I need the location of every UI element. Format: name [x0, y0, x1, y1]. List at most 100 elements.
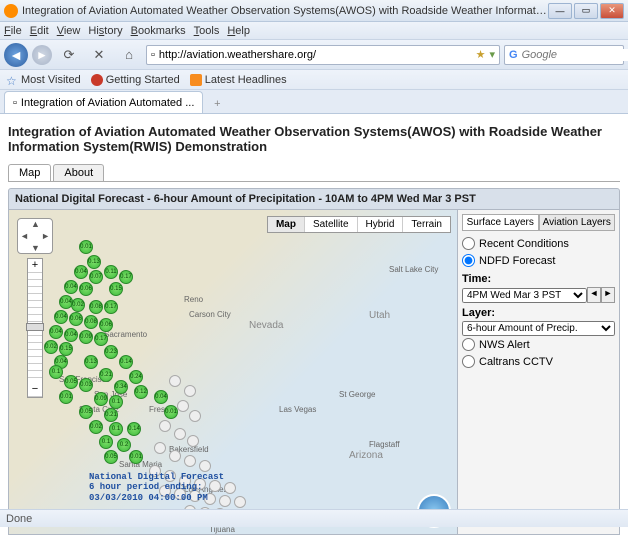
url-bar[interactable]: ▫ ★ ▾ — [146, 45, 500, 65]
precip-marker[interactable]: 0.2 — [117, 438, 131, 452]
station-marker[interactable] — [184, 385, 196, 397]
precip-marker[interactable]: 0.34 — [114, 380, 128, 394]
precip-marker[interactable]: 0.23 — [104, 345, 118, 359]
precip-marker[interactable]: 0.07 — [89, 270, 103, 284]
station-marker[interactable] — [199, 460, 211, 472]
station-marker[interactable] — [189, 410, 201, 422]
precip-marker[interactable]: 0.15 — [109, 282, 123, 296]
menu-view[interactable]: View — [57, 25, 81, 37]
pan-up-icon[interactable]: ▲ — [31, 219, 40, 229]
precip-marker[interactable]: 0.17 — [119, 270, 133, 284]
precip-marker[interactable]: 0.05 — [79, 405, 93, 419]
precip-marker[interactable]: 0.11 — [104, 265, 118, 279]
radio-ndfd[interactable]: NDFD Forecast — [462, 252, 615, 269]
menu-tools[interactable]: Tools — [194, 25, 220, 37]
radio-nws[interactable]: NWS Alert — [462, 336, 615, 353]
precip-marker[interactable]: 0.04 — [64, 280, 78, 294]
time-next-button[interactable]: ► — [601, 287, 615, 303]
pan-down-icon[interactable]: ▼ — [31, 243, 40, 253]
precip-marker[interactable]: 0.13 — [84, 355, 98, 369]
precip-marker[interactable]: 0.14 — [127, 422, 141, 436]
maximize-button[interactable]: ▭ — [574, 3, 598, 19]
map-pan-control[interactable]: ▲ ▼ ◄ ► — [17, 218, 53, 254]
precip-marker[interactable]: 0.01 — [164, 405, 178, 419]
precip-marker[interactable]: 0.01 — [79, 240, 93, 254]
station-marker[interactable] — [187, 435, 199, 447]
precip-marker[interactable]: 0.17 — [94, 332, 108, 346]
precip-marker[interactable]: 0.1 — [109, 422, 123, 436]
precip-marker[interactable]: 0.08 — [84, 315, 98, 329]
zoom-slider[interactable] — [28, 273, 42, 383]
station-marker[interactable] — [177, 400, 189, 412]
radio-recent[interactable]: Recent Conditions — [462, 235, 615, 252]
precip-marker[interactable]: 0.04 — [154, 390, 168, 404]
zoom-out-button[interactable]: − — [28, 383, 42, 397]
precip-marker[interactable]: 0.05 — [104, 450, 118, 464]
precip-marker[interactable]: 0.03 — [79, 378, 93, 392]
station-marker[interactable] — [169, 450, 181, 462]
menu-history[interactable]: History — [88, 25, 122, 37]
precip-marker[interactable]: 0.04 — [74, 265, 88, 279]
map-type-satellite[interactable]: Satellite — [305, 217, 358, 232]
time-select[interactable]: 4PM Wed Mar 3 PST — [462, 288, 587, 303]
precip-marker[interactable]: 0.06 — [79, 282, 93, 296]
stop-button[interactable]: ✕ — [86, 43, 112, 67]
radio-ndfd-input[interactable] — [462, 254, 475, 267]
precip-marker[interactable]: 0.05 — [64, 375, 78, 389]
menu-bookmarks[interactable]: Bookmarks — [131, 25, 186, 37]
pan-left-icon[interactable]: ◄ — [20, 231, 29, 241]
bookmark-most-visited[interactable]: ☆Most Visited — [6, 74, 81, 86]
precip-marker[interactable]: 0.02 — [89, 420, 103, 434]
precip-marker[interactable]: 0.09 — [94, 392, 108, 406]
bookmark-getting-started[interactable]: Getting Started — [91, 74, 180, 86]
precip-marker[interactable]: 0.09 — [79, 330, 93, 344]
tab-aviation-layers[interactable]: Aviation Layers — [539, 214, 616, 230]
bookmark-latest-headlines[interactable]: Latest Headlines — [190, 74, 287, 86]
map-zoom-control[interactable]: + − — [27, 258, 43, 398]
station-marker[interactable] — [159, 420, 171, 432]
radio-nws-input[interactable] — [462, 338, 475, 351]
precip-marker[interactable]: 0.01 — [129, 450, 143, 464]
layer-select[interactable]: 6-hour Amount of Precip. — [462, 321, 615, 336]
precip-marker[interactable]: 0.13 — [87, 255, 101, 269]
map-area[interactable]: NevadaArizonaUtahSacramentoSan Francisco… — [9, 210, 457, 534]
close-button[interactable]: ✕ — [600, 3, 624, 19]
menu-edit[interactable]: Edit — [30, 25, 49, 37]
map-type-terrain[interactable]: Terrain — [403, 217, 450, 232]
bookmark-star-icon[interactable]: ★ — [476, 48, 486, 61]
new-tab-button[interactable]: + — [207, 95, 227, 113]
menu-help[interactable]: Help — [227, 25, 250, 37]
forward-button[interactable]: ► — [32, 45, 52, 65]
precip-marker[interactable]: 0.02 — [44, 340, 58, 354]
station-marker[interactable] — [154, 442, 166, 454]
map-type-hybrid[interactable]: Hybrid — [358, 217, 404, 232]
precip-marker[interactable]: 0.04 — [64, 328, 78, 342]
precip-marker[interactable]: 0.08 — [89, 300, 103, 314]
url-input[interactable] — [159, 49, 472, 61]
station-marker[interactable] — [184, 455, 196, 467]
tab-about[interactable]: About — [53, 164, 104, 181]
zoom-thumb[interactable] — [26, 323, 44, 331]
precip-marker[interactable]: 0.12 — [134, 385, 148, 399]
precip-marker[interactable]: 0.21 — [104, 408, 118, 422]
pan-right-icon[interactable]: ► — [41, 231, 50, 241]
precip-marker[interactable]: 0.14 — [119, 355, 133, 369]
radio-cctv[interactable]: Caltrans CCTV — [462, 353, 615, 370]
precip-marker[interactable]: 0.1 — [109, 395, 123, 409]
minimize-button[interactable]: — — [548, 3, 572, 19]
search-bar[interactable]: G 🔍 — [504, 45, 624, 65]
browser-tab-active[interactable]: ▫ Integration of Aviation Automated ... — [4, 91, 203, 113]
precip-marker[interactable]: 0.02 — [71, 298, 85, 312]
search-input[interactable] — [522, 49, 628, 61]
precip-marker[interactable]: 0.06 — [99, 318, 113, 332]
precip-marker[interactable]: 0.1 — [49, 365, 63, 379]
radio-recent-input[interactable] — [462, 237, 475, 250]
precip-marker[interactable]: 0.17 — [104, 300, 118, 314]
precip-marker[interactable]: 0.04 — [54, 310, 68, 324]
zoom-in-button[interactable]: + — [28, 259, 42, 273]
reload-button[interactable]: ⟳ — [56, 43, 82, 67]
precip-marker[interactable]: 0.04 — [49, 325, 63, 339]
back-button[interactable]: ◄ — [4, 43, 28, 67]
radio-cctv-input[interactable] — [462, 355, 475, 368]
url-dropdown-icon[interactable]: ▾ — [489, 48, 495, 61]
